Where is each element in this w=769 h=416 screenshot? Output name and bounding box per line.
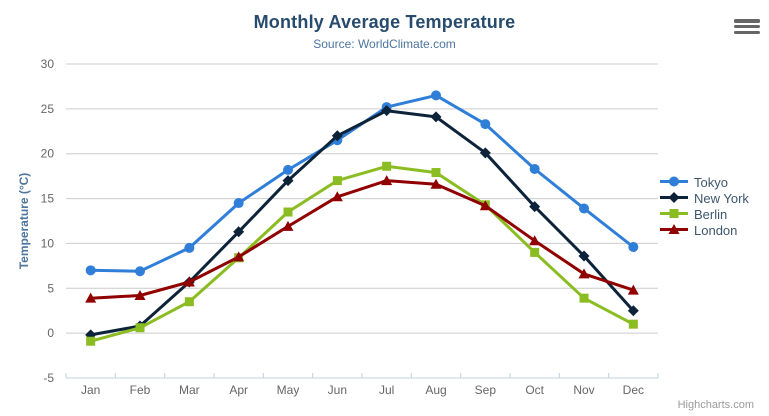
data-point[interactable]	[283, 164, 293, 175]
new-york-series-marker-icon	[659, 191, 689, 207]
legend-label: New York	[694, 191, 749, 206]
london-series-marker-icon	[659, 223, 689, 239]
data-point[interactable]	[183, 276, 195, 287]
chart-subtitle: Source: WorldClimate.com	[313, 37, 456, 51]
legend: Tokyo New York Berlin London	[659, 175, 749, 239]
y-axis-tick-label: 10	[41, 236, 55, 250]
data-point[interactable]	[530, 247, 540, 257]
data-point[interactable]	[184, 242, 195, 253]
x-axis-tick-label: Jul	[379, 383, 394, 397]
data-point[interactable]	[628, 319, 638, 329]
hamburger-icon	[734, 24, 760, 29]
data-point[interactable]	[233, 226, 245, 238]
y-axis-tick-label: 25	[41, 102, 55, 116]
data-point[interactable]	[479, 200, 491, 211]
data-point[interactable]	[480, 119, 491, 130]
data-point[interactable]	[233, 251, 245, 262]
data-point[interactable]	[282, 220, 294, 231]
series-line-london[interactable]	[89, 179, 635, 300]
data-point[interactable]	[529, 201, 541, 213]
legend-item-new-york[interactable]: New York	[659, 191, 749, 207]
data-point[interactable]	[85, 292, 97, 303]
legend-item-tokyo[interactable]: Tokyo	[659, 175, 749, 191]
legend-label: London	[694, 223, 738, 238]
data-point[interactable]	[579, 293, 589, 303]
legend-label: Berlin	[694, 207, 728, 222]
x-axis-tick-label: Dec	[623, 383, 644, 397]
y-axis-tick-label: 0	[47, 326, 54, 340]
series-line-new-york[interactable]	[89, 109, 635, 337]
x-axis-tick-label: Apr	[229, 383, 248, 397]
data-point[interactable]	[578, 250, 590, 262]
data-point[interactable]	[430, 178, 442, 189]
data-point[interactable]	[233, 198, 244, 209]
x-axis-tick-label: Jan	[81, 383, 100, 397]
data-point[interactable]	[382, 161, 392, 171]
hamburger-icon	[734, 30, 760, 34]
highcharts-credit-link[interactable]: Highcharts.com	[677, 399, 754, 411]
x-axis-tick-label: Aug	[425, 383, 446, 397]
data-point[interactable]	[479, 147, 491, 159]
data-point[interactable]	[135, 266, 145, 277]
data-point[interactable]	[578, 268, 590, 279]
data-point[interactable]	[134, 289, 146, 300]
data-point[interactable]	[331, 191, 343, 202]
data-point[interactable]	[85, 265, 96, 276]
y-axis-tick-label: 15	[41, 192, 55, 206]
x-axis-tick-label: Oct	[525, 383, 544, 397]
data-point[interactable]	[627, 305, 639, 317]
y-axis-tick-label: -5	[43, 371, 54, 385]
data-point[interactable]	[135, 323, 145, 333]
x-axis-tick-label: Mar	[179, 383, 200, 397]
legend-item-berlin[interactable]: Berlin	[659, 207, 749, 223]
data-point[interactable]	[86, 336, 96, 346]
data-point[interactable]	[430, 111, 442, 123]
data-point[interactable]	[431, 168, 441, 178]
export-menu-button[interactable]	[734, 19, 760, 34]
hamburger-icon	[734, 19, 760, 23]
data-point[interactable]	[331, 130, 343, 142]
x-axis-tick-label: Feb	[130, 383, 151, 397]
data-point[interactable]	[628, 242, 639, 253]
data-point[interactable]	[184, 297, 194, 307]
data-point[interactable]	[431, 90, 441, 101]
berlin-series-marker-icon	[659, 207, 689, 223]
data-point[interactable]	[579, 203, 589, 214]
x-axis-tick-label: Sep	[475, 383, 497, 397]
data-point[interactable]	[529, 235, 541, 246]
series-line-berlin[interactable]	[89, 164, 635, 343]
data-point[interactable]	[627, 284, 639, 295]
y-axis-tick-label: 20	[41, 147, 55, 161]
y-axis-tick-label: 30	[41, 57, 55, 71]
data-point[interactable]	[282, 175, 294, 187]
data-point[interactable]	[381, 105, 393, 117]
legend-label: Tokyo	[694, 175, 728, 190]
x-axis-tick-label: May	[277, 383, 300, 397]
data-point[interactable]	[283, 207, 293, 217]
data-point[interactable]	[381, 175, 393, 186]
chart-title: Monthly Average Temperature	[253, 12, 516, 32]
x-axis-tick-label: Jun	[328, 383, 347, 397]
y-axis-tick-label: 5	[47, 281, 54, 295]
tokyo-series-marker-icon	[659, 175, 689, 191]
legend-item-london[interactable]: London	[659, 223, 749, 239]
data-point[interactable]	[529, 163, 540, 174]
data-point[interactable]	[332, 176, 342, 186]
x-axis-tick-label: Nov	[573, 383, 594, 397]
